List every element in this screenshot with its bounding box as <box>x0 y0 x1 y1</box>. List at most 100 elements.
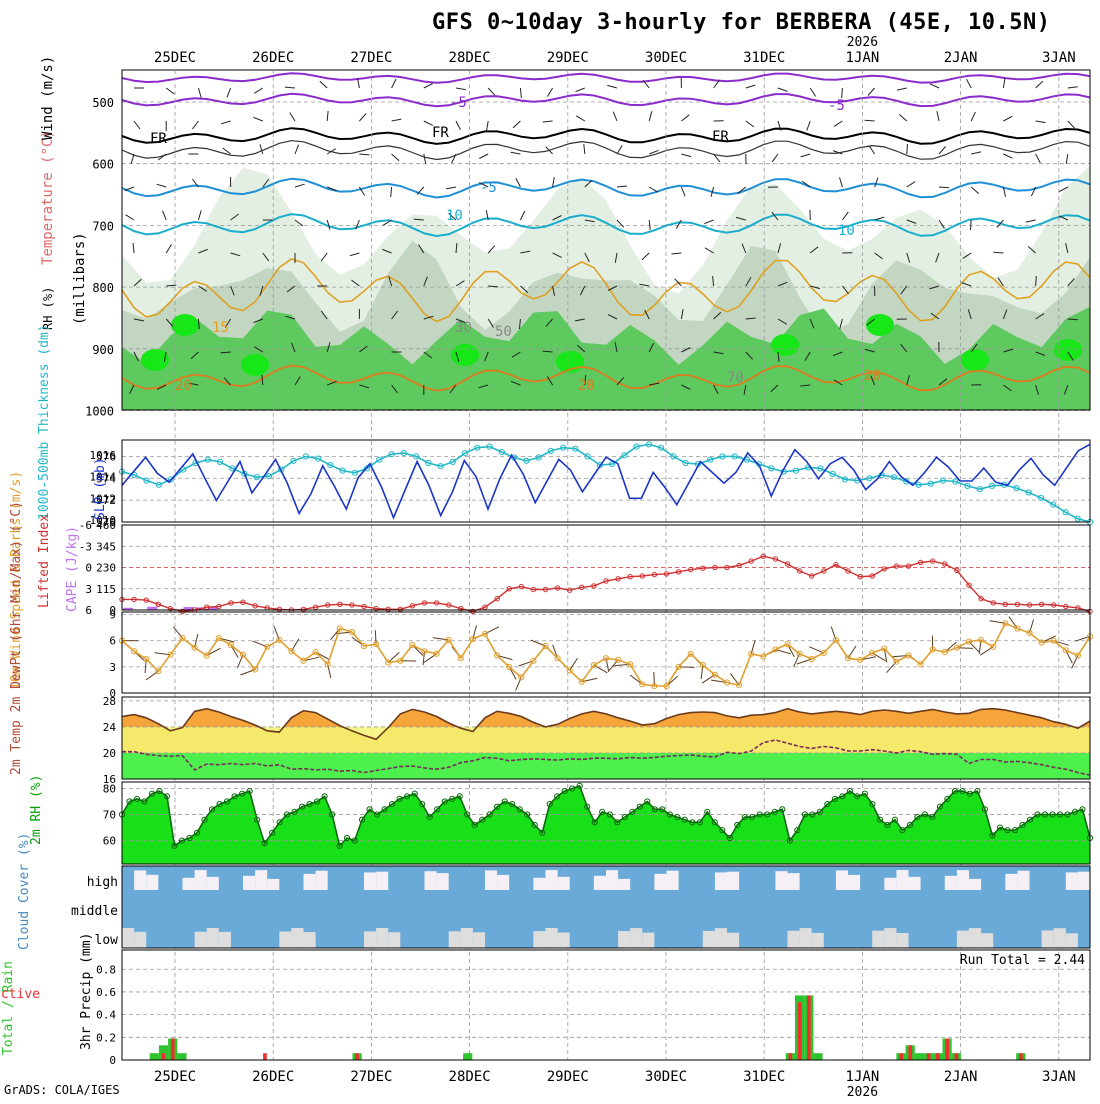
contour-label-5: -5 <box>480 180 497 196</box>
cloud-low-55 <box>788 931 800 948</box>
cloud-low-42 <box>630 928 642 948</box>
cloud-high-11 <box>255 870 267 890</box>
cloud-axis-label: Cloud Cover (%) <box>17 833 32 950</box>
precip-convective-label: Convective <box>0 987 40 1002</box>
cloud-row-label-0: high <box>87 875 118 890</box>
cloud-high-39 <box>594 876 606 890</box>
cloud-high-63 <box>884 878 896 890</box>
temperature-tick-1: 24 <box>103 721 117 734</box>
rh-core-2 <box>241 354 269 376</box>
bottom-day-label-0: 25DEC <box>154 1069 196 1085</box>
cloud-high-12 <box>267 879 279 890</box>
rh-core-8 <box>1054 339 1082 361</box>
contour-label-13: 50 <box>495 324 512 340</box>
precip-tick-1: 0.6 <box>96 986 116 999</box>
rh2m-tick-1: 70 <box>103 809 116 822</box>
cloud-high-6 <box>195 870 207 890</box>
precip-convective-bar-72 <box>789 1053 793 1060</box>
cloud-high-34 <box>533 878 545 890</box>
cloud-high-31 <box>497 875 509 890</box>
bottom-day-label-6: 31DEC <box>743 1069 785 1085</box>
contour-label-3: FR <box>432 125 449 141</box>
li-tick-4: 6 <box>85 604 92 617</box>
cloud-low-64 <box>896 933 908 948</box>
temp-axis-label: Temperature (°C) <box>40 130 56 265</box>
cloud-high-1 <box>134 870 146 890</box>
cloud-low-14 <box>291 928 303 948</box>
bottom-day-label-1: 26DEC <box>252 1069 294 1085</box>
cloud-low-29 <box>473 932 485 948</box>
bottom-day-label-9: 3JAN <box>1042 1069 1076 1085</box>
cloud-high-50 <box>727 872 739 890</box>
contour-label-11: 20 <box>864 368 881 384</box>
cloud-high-20 <box>364 872 376 890</box>
top-day-label-7: 1JAN <box>846 50 880 66</box>
li-tick-2: 0 <box>85 562 92 575</box>
cloud-low-34 <box>533 931 545 948</box>
top-day-label-2: 27DEC <box>350 50 392 66</box>
upper-wind-barb-177 <box>993 252 1003 253</box>
wind10m-tick-1: 6 <box>109 635 116 648</box>
upper-wind-barb-53 <box>865 120 875 121</box>
cape-tick-2: 230 <box>96 562 116 575</box>
cloud-high-64 <box>896 870 908 890</box>
cloud-high-69 <box>957 870 969 890</box>
precip-convective-bar-25 <box>355 1053 359 1060</box>
wind10m-tick-2: 3 <box>109 661 116 674</box>
cloud-low-57 <box>812 933 824 948</box>
cloud-low-62 <box>872 931 884 948</box>
upper-tick-800: 800 <box>92 281 114 295</box>
cloud-low-56 <box>800 928 812 948</box>
precip-convective-bar-84 <box>899 1053 903 1060</box>
precip-total-bar-3 <box>150 1053 159 1060</box>
cloud-high-10 <box>243 876 255 890</box>
rh-core-3 <box>451 344 479 366</box>
grads-credit: GrADS: COLA/IGES <box>4 1083 120 1097</box>
rh2m-tick-0: 80 <box>103 783 116 796</box>
bottom-day-label-4: 29DEC <box>547 1069 589 1085</box>
slp-axis-label: SLP (mb) <box>93 457 108 520</box>
upper-wind-barb-239 <box>1068 319 1078 320</box>
precip-convective-bar-74 <box>807 995 811 1060</box>
cloud-low-6 <box>195 932 207 948</box>
precip-convective-bar-87 <box>927 1053 931 1060</box>
lifted-index-axis-label: Lifted Index <box>37 514 52 608</box>
cloud-low-1 <box>134 932 146 948</box>
precip-total-bar-37 <box>463 1053 472 1060</box>
cloud-low-35 <box>546 928 558 948</box>
cloud-low-13 <box>279 932 291 949</box>
cloud-row-label-1: middle <box>71 904 118 919</box>
cloud-low-69 <box>957 931 969 948</box>
cloud-high-30 <box>485 870 497 890</box>
precip-convective-bar-5 <box>171 1039 175 1061</box>
cloud-high-60 <box>848 875 860 890</box>
upper-wind-barb-115 <box>939 187 949 188</box>
top-day-label-6: 31DEC <box>743 50 785 66</box>
dewpoint-area <box>122 753 1090 779</box>
top-day-label-1: 26DEC <box>252 50 294 66</box>
cloud-low-27 <box>449 931 461 948</box>
precip-convective-bar-73 <box>798 1002 802 1060</box>
top-day-label-0: 25DEC <box>154 50 196 66</box>
top-day-label-9: 3JAN <box>1042 50 1076 66</box>
upper-wind-barb-22 <box>842 88 843 98</box>
top-day-label-5: 30DEC <box>645 50 687 66</box>
cloud-low-77 <box>1054 928 1066 948</box>
cloud-high-25 <box>425 871 437 890</box>
cloud-low-78 <box>1066 933 1078 948</box>
bottom-year-label: 2026 <box>847 1085 878 1100</box>
precip-convective-bar-97 <box>1019 1053 1023 1060</box>
upper-wind-barb-208 <box>1036 276 1037 286</box>
wind10m-tick-0: 9 <box>109 609 116 622</box>
cloud-high-59 <box>836 870 848 890</box>
li-tick-0: -6 <box>79 519 92 532</box>
cloud-high-44 <box>654 874 666 890</box>
bottom-day-label-8: 2JAN <box>944 1069 978 1085</box>
precip-total-label: Total / Rain <box>1 961 16 1055</box>
cloud-high-41 <box>618 879 630 890</box>
cloud-low-76 <box>1042 930 1054 948</box>
cloud-low-0 <box>122 928 134 948</box>
upper-wind-barb-146 <box>971 220 972 230</box>
upper-tick-700: 700 <box>92 219 114 233</box>
